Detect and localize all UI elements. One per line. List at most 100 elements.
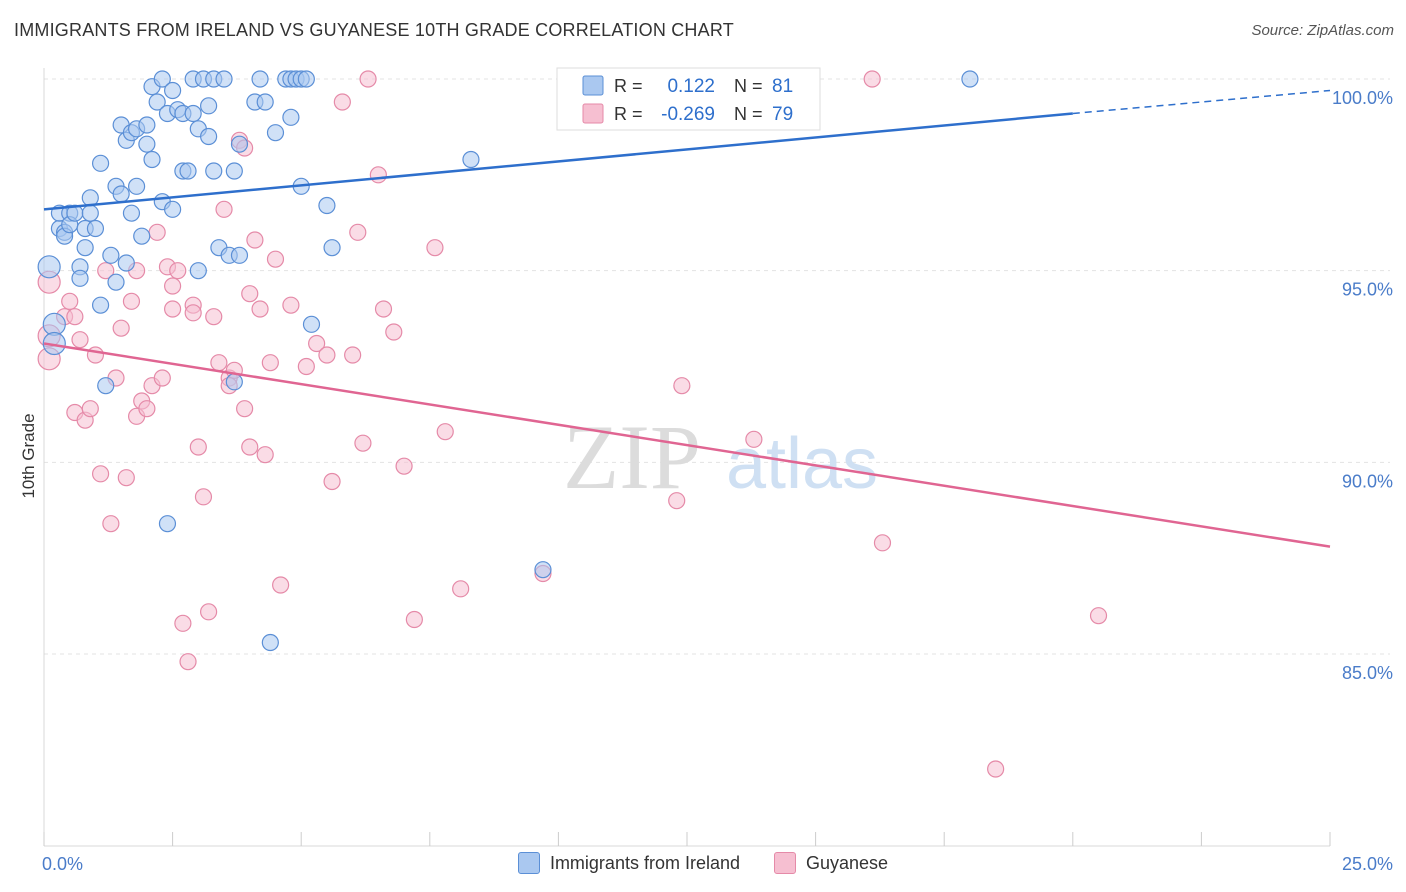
x-tick-labels: 0.0% 25.0% — [42, 854, 1393, 874]
guyanese-point — [153, 369, 171, 387]
ireland-point — [266, 124, 285, 142]
guyanese-point — [349, 223, 367, 241]
ireland-point — [184, 104, 202, 123]
guyanese-point — [251, 300, 269, 318]
guyanese-point — [272, 576, 290, 594]
guyanese-point — [282, 296, 300, 314]
ireland-point — [205, 162, 223, 180]
chart-legend: Immigrants from Ireland Guyanese — [0, 852, 1406, 874]
ireland-point — [122, 204, 141, 222]
guyanese-point — [385, 323, 403, 341]
guyanese-point — [66, 308, 84, 326]
guyanese-point — [668, 492, 686, 510]
x-tick-label-1: 25.0% — [1342, 854, 1393, 874]
guyanese-point — [395, 457, 413, 475]
guyanese-point — [61, 292, 79, 310]
guyanese-point — [246, 231, 264, 249]
guyanese-point — [169, 262, 187, 280]
ireland-trend-extension — [1072, 89, 1331, 115]
ireland-point — [282, 108, 300, 126]
guyanese-point — [308, 334, 326, 353]
stats-n-value-pink: 79 — [772, 104, 793, 125]
guyanese-point — [354, 434, 372, 452]
ireland-point — [127, 177, 146, 195]
guyanese-point — [323, 472, 341, 491]
guyanese-point — [81, 400, 99, 418]
ireland-point — [256, 93, 274, 111]
trend-lines — [43, 89, 1331, 548]
guyanese-point — [405, 610, 423, 629]
legend-swatch-ireland — [517, 852, 540, 874]
ireland-point — [71, 269, 89, 287]
ireland-points — [37, 70, 979, 652]
guyanese-point — [86, 346, 105, 364]
stats-n-value-blue: 81 — [772, 76, 793, 97]
stats-r-value-blue: 0.122 — [667, 76, 715, 97]
legend-label-ireland: Immigrants from Ireland — [549, 852, 740, 873]
ireland-point — [534, 561, 552, 579]
ireland-point — [189, 262, 207, 280]
guyanese-point — [71, 331, 89, 349]
y-axis-label: 10th Grade — [19, 413, 38, 498]
source-credit: Source: ZipAtlas.com — [1251, 22, 1394, 39]
guyanese-point — [745, 430, 763, 448]
ireland-point — [133, 227, 151, 245]
ireland-point — [961, 70, 979, 88]
ireland-point — [42, 331, 66, 356]
guyanese-point — [91, 465, 110, 483]
ireland-point — [91, 296, 110, 314]
guyanese-point — [138, 400, 156, 418]
ireland-point — [230, 135, 249, 153]
stats-r-label-blue: R = — [614, 76, 643, 96]
ireland-point — [86, 219, 105, 238]
ireland-trend-line — [43, 112, 1073, 211]
ireland-point — [225, 162, 243, 180]
guyanese-point — [200, 603, 218, 621]
ireland-point — [112, 185, 130, 203]
ireland-point — [148, 93, 166, 111]
y-tick-label-3: 85.0% — [1342, 663, 1393, 683]
legend-swatch-guyanese — [774, 852, 796, 874]
guyanese-point — [344, 346, 362, 364]
legend-label-guyanese: Guyanese — [806, 852, 889, 873]
legend-item-guyanese[interactable]: Guyanese — [774, 852, 888, 874]
guyanese-point — [297, 357, 315, 376]
stats-r-value-pink: -0.269 — [661, 104, 715, 125]
y-tick-labels: 100.0% 95.0% 90.0% 85.0% — [1332, 88, 1393, 683]
guyanese-point — [266, 250, 285, 268]
stats-n-label-blue: N = — [734, 76, 763, 96]
guyanese-point — [174, 614, 192, 632]
y-tick-label-1: 95.0% — [1342, 280, 1393, 300]
ireland-point — [91, 154, 110, 172]
guyanese-point — [205, 308, 223, 326]
guyanese-point — [863, 70, 881, 88]
guyanese-point — [97, 262, 115, 280]
guyanese-point — [1089, 607, 1108, 625]
x-ticks — [43, 832, 1331, 846]
guyanese-point — [179, 653, 197, 671]
guyanese-point — [436, 423, 454, 441]
ireland-point — [251, 70, 269, 88]
ireland-point — [158, 515, 177, 533]
guyanese-point — [184, 304, 202, 322]
ireland-point — [117, 254, 135, 272]
guyanese-point — [374, 300, 393, 318]
ireland-point — [138, 135, 156, 153]
legend-item-ireland[interactable]: Immigrants from Ireland — [517, 852, 740, 874]
guyanese-point — [102, 515, 120, 533]
guyanese-trend-line — [43, 342, 1331, 548]
ireland-point — [153, 70, 171, 88]
guyanese-point — [873, 534, 892, 552]
ireland-point — [261, 633, 279, 652]
guyanese-point — [164, 300, 182, 318]
ireland-point — [179, 162, 197, 180]
stats-swatch-blue — [582, 75, 604, 96]
stats-box: R = 0.122 N = 81 R = -0.269 N = 79 — [556, 67, 821, 131]
guyanese-point — [241, 438, 259, 456]
ireland-point — [302, 315, 321, 333]
guyanese-point — [215, 200, 233, 218]
guyanese-point — [452, 580, 470, 598]
gridlines — [44, 78, 1390, 655]
ireland-point — [200, 127, 218, 146]
ireland-point — [107, 273, 125, 291]
